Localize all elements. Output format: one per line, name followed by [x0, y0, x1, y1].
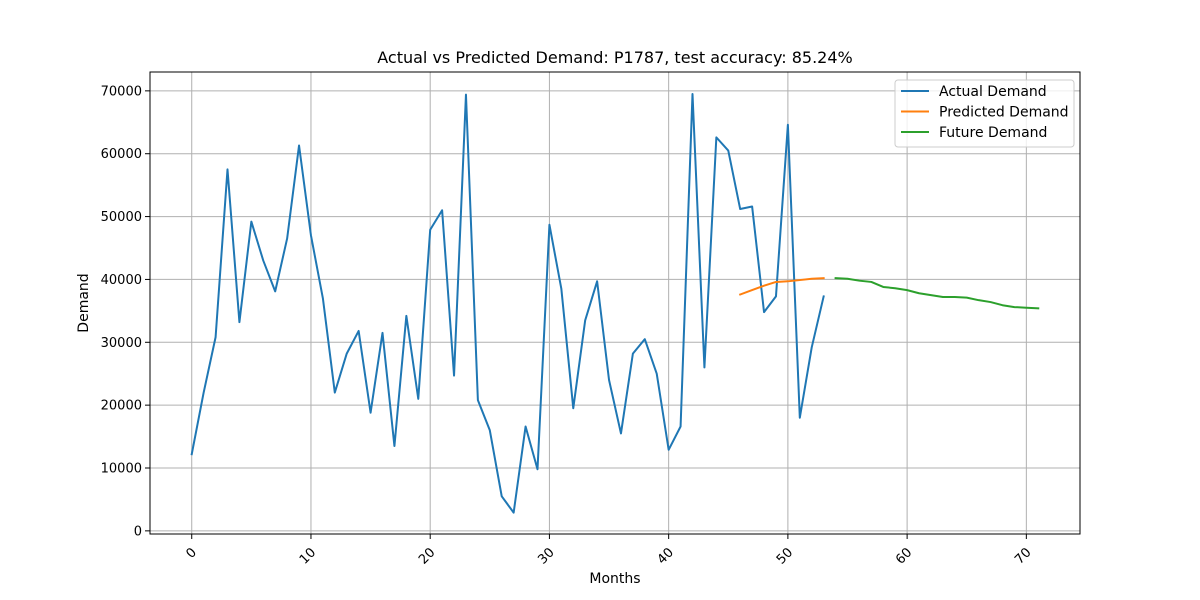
y-tick-label: 30000: [101, 336, 142, 351]
x-tick-label: 0: [184, 545, 200, 561]
x-tick-label: 30: [535, 545, 557, 567]
y-tick-label: 60000: [101, 147, 142, 162]
series-line-actual-demand: [190, 93, 825, 514]
y-tick-label: 20000: [101, 399, 142, 414]
series-line-future-demand: [834, 277, 1040, 310]
y-tick-label: 70000: [101, 84, 142, 99]
x-axis-label: Months: [589, 571, 640, 587]
legend-entry-label: Actual Demand: [939, 84, 1047, 100]
x-tick-label: 10: [297, 545, 319, 567]
series-lines: [190, 93, 1040, 514]
legend-box: [894, 79, 1075, 148]
y-tick-label: 50000: [101, 210, 142, 225]
y-axis-label: Demand: [76, 273, 92, 332]
y-tick-label: 0: [134, 524, 142, 539]
chart-title: Actual vs Predicted Demand: P1787, test …: [377, 48, 852, 67]
y-tick-label: 10000: [101, 462, 142, 477]
x-tick-label: 50: [774, 545, 796, 567]
axis-ticks: 0 10 20 30 40 50 60 70 0 10000 20000 30000 40000 5000…: [101, 84, 1035, 567]
plot-frame: [149, 71, 1081, 535]
x-tick-label: 40: [655, 545, 677, 567]
series-line-predicted-demand: [738, 277, 825, 296]
legend-entry-label: Predicted Demand: [939, 105, 1069, 121]
legend: Actual Demand Predicted Demand Future Dema…: [894, 79, 1075, 148]
y-tick-label: 40000: [101, 273, 142, 288]
x-tick-label: 20: [416, 545, 438, 567]
x-tick-label: 60: [893, 545, 915, 567]
x-tick-label: 70: [1012, 545, 1034, 567]
legend-entry-label: Future Demand: [939, 125, 1047, 141]
